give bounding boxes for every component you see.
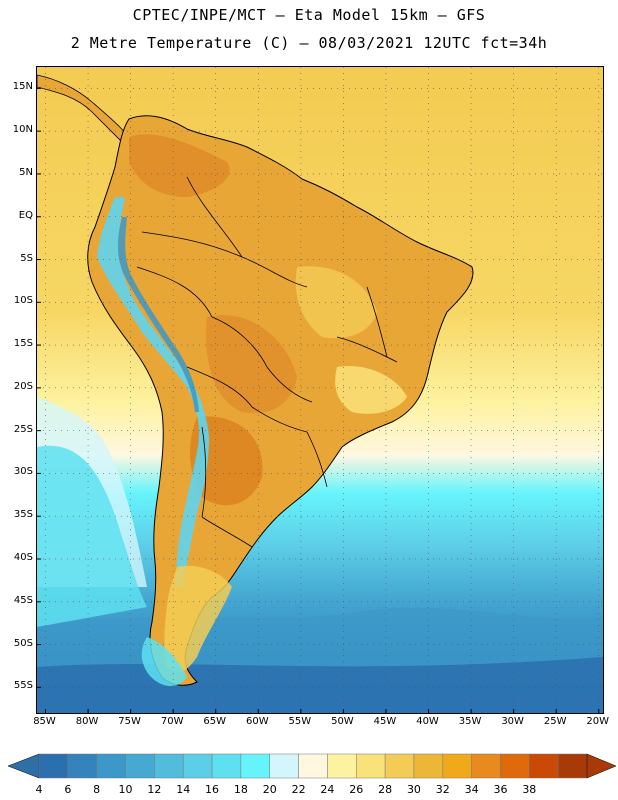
colorbar-swatch bbox=[67, 753, 97, 779]
lon-tick-label: 85W bbox=[33, 716, 56, 727]
lat-tick-label: 45S bbox=[13, 594, 33, 606]
colorbar-swatch bbox=[500, 753, 530, 779]
lon-tick-label: 30W bbox=[501, 716, 524, 727]
colorbar-tick-label: 14 bbox=[176, 783, 191, 796]
colorbar-tick-label: 32 bbox=[435, 783, 450, 796]
andes-cold-band bbox=[97, 197, 209, 587]
lat-tick-label: 20S bbox=[13, 380, 33, 392]
colorbar-swatch bbox=[413, 753, 444, 779]
colorbar-tick-label: 10 bbox=[118, 783, 133, 796]
colorbar-tick-label: 38 bbox=[522, 783, 537, 796]
colorbar-swatch bbox=[529, 753, 559, 779]
lat-tick-label: 50S bbox=[13, 637, 33, 649]
lat-tick-label: 15N bbox=[12, 81, 33, 93]
lat-tick-label: 10S bbox=[13, 295, 33, 307]
colorbar-swatch bbox=[298, 753, 328, 779]
lon-tick-label: 40W bbox=[416, 716, 439, 727]
tierra-del-fuego-cold bbox=[141, 637, 187, 687]
colorbar-tick-label: 36 bbox=[493, 783, 508, 796]
map-panel[interactable] bbox=[36, 66, 604, 714]
colorbar-tick-label: 6 bbox=[64, 783, 72, 796]
pacific-cold-region bbox=[37, 445, 147, 627]
lon-tick-label: 70W bbox=[160, 716, 184, 727]
colorbar-tick-label: 20 bbox=[262, 783, 277, 796]
lon-tick-label: 80W bbox=[75, 716, 99, 727]
colorbar-swatch bbox=[471, 753, 501, 779]
lat-tick-label: 30S bbox=[13, 466, 33, 478]
lat-tick-label: 5N bbox=[19, 166, 33, 178]
colorbar-tick-label: 30 bbox=[406, 783, 421, 796]
patagonia-region bbox=[164, 565, 232, 673]
colorbar-tick-label: 26 bbox=[349, 783, 364, 796]
southeast-brazil-milder bbox=[335, 366, 407, 414]
colorbar-high-arrow bbox=[586, 753, 616, 779]
colorbar-swatch bbox=[442, 753, 472, 779]
temperature-map bbox=[37, 67, 603, 713]
hot-region-north bbox=[129, 134, 230, 197]
lat-tick-label: EQ bbox=[18, 209, 33, 221]
colorbar-low-arrow bbox=[8, 753, 40, 779]
lon-tick-label: 65W bbox=[203, 716, 227, 727]
colorbar bbox=[8, 753, 616, 779]
colorbar-tick-label: 4 bbox=[35, 783, 43, 796]
colorbar-tick-label: 22 bbox=[291, 783, 306, 796]
lat-lon-grid bbox=[37, 67, 603, 713]
colorbar-tick-label: 18 bbox=[233, 783, 248, 796]
brazil-milder-region bbox=[295, 266, 377, 339]
hot-region-central bbox=[206, 315, 297, 414]
colorbar-swatch bbox=[38, 753, 69, 779]
colorbar-tick-label: 28 bbox=[378, 783, 393, 796]
lon-tick-label: 55W bbox=[288, 716, 312, 727]
colorbar-tick-label: 16 bbox=[205, 783, 220, 796]
colorbar-swatch bbox=[557, 753, 588, 779]
lon-tick-label: 20W bbox=[586, 716, 610, 727]
colorbar-swatch bbox=[182, 753, 213, 779]
lon-tick-label: 50W bbox=[331, 716, 354, 727]
colorbar-tick-label: 24 bbox=[320, 783, 335, 796]
colorbar-swatch bbox=[96, 753, 126, 779]
lon-tick-label: 25W bbox=[543, 716, 567, 727]
lat-tick-label: 10N bbox=[12, 124, 33, 136]
lat-tick-label: 5S bbox=[20, 252, 33, 264]
chart-title-line-2: 2 Metre Temperature (C) – 08/03/2021 12U… bbox=[70, 34, 548, 52]
colorbar-tick-label: 8 bbox=[93, 783, 101, 796]
colorbar-swatch bbox=[327, 753, 357, 779]
lat-tick-label: 15S bbox=[13, 338, 33, 350]
colorbar-swatch bbox=[154, 753, 184, 779]
lon-tick-label: 35W bbox=[458, 716, 482, 727]
lat-tick-label: 55S bbox=[13, 680, 33, 692]
lon-tick-label: 75W bbox=[118, 716, 141, 727]
colorbar-swatch bbox=[211, 753, 242, 779]
country-borders bbox=[136, 176, 398, 548]
lat-tick-label: 40S bbox=[13, 551, 33, 563]
colorbar-swatch bbox=[269, 753, 299, 779]
colorbar-swatch bbox=[125, 753, 155, 779]
colorbar-swatch bbox=[356, 753, 386, 779]
colorbar-tick-label: 12 bbox=[147, 783, 162, 796]
colorbar-swatch bbox=[240, 753, 270, 779]
lon-tick-label: 60W bbox=[245, 716, 269, 727]
colorbar-swatch bbox=[384, 753, 415, 779]
colorbar-tick-label: 34 bbox=[464, 783, 479, 796]
chart-title-line-1: CPTEC/INPE/MCT – Eta Model 15km – GFS bbox=[132, 6, 486, 24]
lon-tick-label: 45W bbox=[373, 716, 397, 727]
lat-tick-label: 35S bbox=[13, 509, 33, 521]
lat-tick-label: 25S bbox=[13, 423, 33, 435]
